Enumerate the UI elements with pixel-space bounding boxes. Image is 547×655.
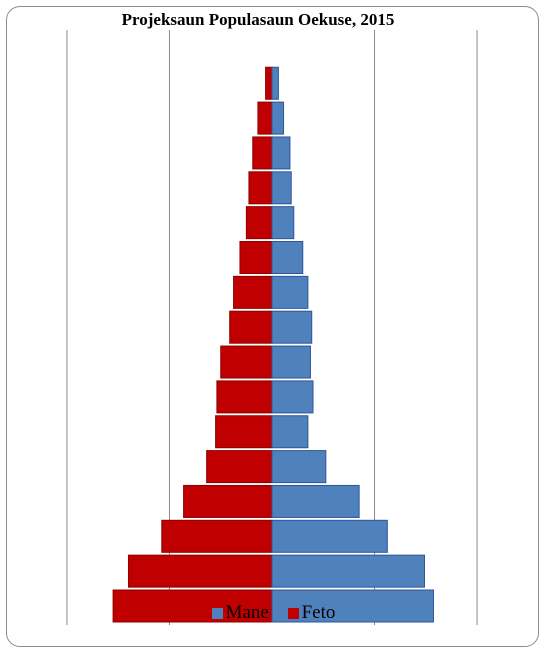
bar-feto [183,484,273,518]
bar-feto [265,66,273,100]
bar-feto [248,171,273,205]
bar-mane [271,241,304,274]
bar-feto [216,380,273,414]
legend-swatch-feto [287,607,299,619]
bar-mane [271,171,292,205]
bars [112,66,434,623]
bar-mane [271,101,285,135]
bar-feto [252,136,273,170]
chart-title: Projeksaun Populasaun Oekuse, 2015 [121,10,395,29]
bar-feto [257,101,273,135]
bar-mane [271,554,425,588]
bar-mane [271,310,313,344]
bar-feto [229,310,273,344]
legend-item-feto: Feto [287,602,336,624]
bar-feto [233,275,273,309]
bar-feto [220,345,273,379]
bar-mane [271,415,309,449]
legend-label-mane: Mane [225,602,269,623]
legend-label-feto: Feto [301,602,336,623]
bar-feto [161,519,273,553]
legend: Mane Feto [0,602,547,625]
bar-mane [271,380,314,414]
bar-mane [271,206,295,240]
bar-feto [215,415,273,449]
bar-mane [271,345,311,379]
bar-feto [245,206,273,240]
bar-feto [206,450,273,484]
bar-mane [271,484,360,518]
bar-mane [271,66,279,100]
bar-mane [271,136,291,170]
bar-mane [271,519,388,553]
bar-mane [271,450,327,484]
bar-mane [271,275,309,309]
bar-feto [239,241,273,274]
bar-feto [127,554,273,588]
legend-swatch-mane [211,607,223,619]
bar-mane [271,589,434,623]
legend-item-mane: Mane [211,602,269,624]
